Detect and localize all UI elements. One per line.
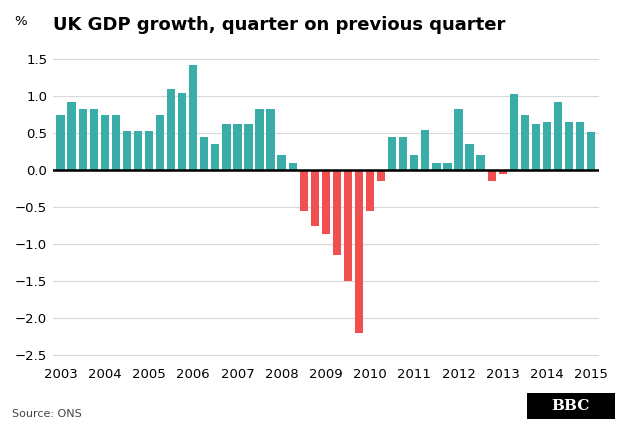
Bar bbox=[421, 130, 429, 170]
Bar bbox=[554, 102, 562, 170]
Bar bbox=[222, 124, 230, 170]
Bar bbox=[487, 170, 496, 181]
Bar bbox=[399, 137, 407, 170]
Bar bbox=[454, 109, 462, 170]
Bar bbox=[178, 93, 187, 170]
Bar bbox=[67, 101, 76, 170]
Bar bbox=[255, 109, 264, 170]
Bar bbox=[134, 131, 142, 170]
Bar bbox=[100, 115, 109, 170]
Bar bbox=[200, 137, 208, 170]
Bar bbox=[288, 163, 297, 170]
Bar bbox=[499, 170, 507, 174]
Bar bbox=[366, 170, 374, 211]
Bar bbox=[388, 137, 396, 170]
Bar bbox=[233, 124, 241, 170]
Bar bbox=[211, 144, 220, 170]
Bar bbox=[90, 109, 98, 170]
Bar bbox=[510, 94, 518, 170]
Bar bbox=[344, 170, 352, 281]
Text: %: % bbox=[14, 15, 27, 28]
Text: UK GDP growth, quarter on previous quarter: UK GDP growth, quarter on previous quart… bbox=[53, 16, 505, 34]
Bar bbox=[410, 155, 419, 170]
Bar bbox=[278, 155, 286, 170]
Bar bbox=[565, 122, 573, 170]
Bar bbox=[532, 124, 540, 170]
Bar bbox=[355, 170, 363, 333]
Bar bbox=[477, 155, 485, 170]
Bar bbox=[300, 170, 308, 211]
Bar bbox=[432, 163, 441, 170]
Bar bbox=[377, 170, 385, 181]
Bar bbox=[145, 131, 153, 170]
Bar bbox=[322, 170, 330, 234]
Bar bbox=[79, 109, 87, 170]
Bar bbox=[543, 122, 551, 170]
Bar bbox=[466, 144, 474, 170]
Text: BBC: BBC bbox=[552, 399, 590, 413]
Bar bbox=[520, 115, 529, 170]
Bar bbox=[333, 170, 341, 255]
Bar bbox=[576, 122, 584, 170]
Bar bbox=[156, 115, 164, 170]
Bar bbox=[56, 115, 65, 170]
Bar bbox=[123, 131, 131, 170]
Bar bbox=[443, 163, 452, 170]
Text: Source: ONS: Source: ONS bbox=[12, 409, 82, 419]
Bar bbox=[189, 65, 197, 170]
Bar bbox=[311, 170, 319, 226]
Bar bbox=[167, 89, 175, 170]
Bar bbox=[587, 132, 595, 170]
Bar bbox=[112, 115, 120, 170]
Bar bbox=[245, 124, 253, 170]
Bar bbox=[266, 109, 275, 170]
